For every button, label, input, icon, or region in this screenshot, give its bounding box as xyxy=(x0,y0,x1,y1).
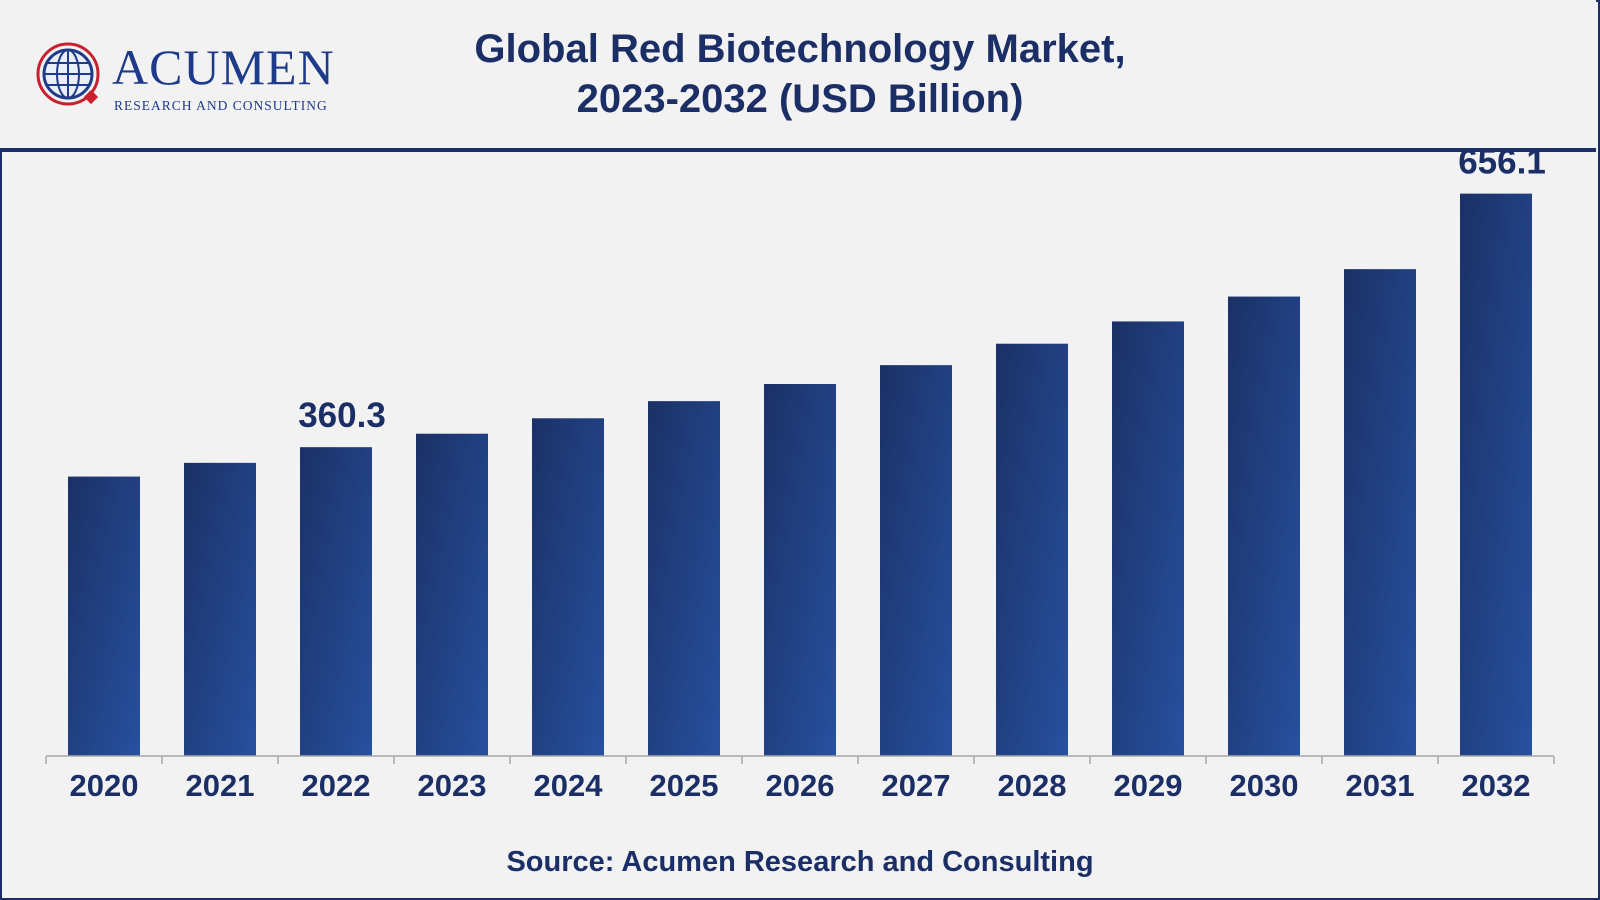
bar-2026 xyxy=(764,384,836,756)
x-tick-label-2024: 2024 xyxy=(534,768,604,803)
bar-2027 xyxy=(880,365,952,756)
source-note: Source: Acumen Research and Consulting xyxy=(506,846,1094,878)
x-tick-label-2027: 2027 xyxy=(882,768,951,803)
x-tick-label-2026: 2026 xyxy=(766,768,835,803)
header-divider xyxy=(0,148,1596,152)
data-label-2022: 360.3 xyxy=(298,396,386,435)
bar-2029 xyxy=(1112,321,1184,756)
x-tick-label-2029: 2029 xyxy=(1114,768,1183,803)
bar-2024 xyxy=(532,418,604,756)
bar-2022 xyxy=(300,447,372,756)
x-tick-label-2030: 2030 xyxy=(1230,768,1299,803)
bar-2023 xyxy=(416,433,488,756)
bar-2028 xyxy=(996,343,1068,756)
x-tick-label-2032: 2032 xyxy=(1462,768,1531,803)
x-tick-label-2022: 2022 xyxy=(302,768,371,803)
chart-title-line-1: Global Red Biotechnology Market, xyxy=(474,27,1126,71)
x-tick-label-2028: 2028 xyxy=(998,768,1067,803)
acumen-logo: ACUMEN RESEARCH AND CONSULTING xyxy=(30,36,360,116)
bars xyxy=(68,193,1532,757)
chart-title-line-2: 2023-2032 (USD Billion) xyxy=(576,77,1024,121)
logo-tagline: RESEARCH AND CONSULTING xyxy=(114,98,328,113)
globe-icon xyxy=(36,42,100,106)
bar-2025 xyxy=(648,401,720,756)
bar-2021 xyxy=(184,462,256,756)
x-tick-label-2031: 2031 xyxy=(1346,768,1415,803)
chart-title: Global Red Biotechnology Market, 2023-20… xyxy=(380,24,1220,124)
x-tick-label-2025: 2025 xyxy=(650,768,719,803)
bar-2020 xyxy=(68,476,140,756)
header: ACUMEN RESEARCH AND CONSULTING Global Re… xyxy=(0,0,1596,150)
data-labels: 360.3 656.1 xyxy=(298,143,1546,436)
x-tick-label-2020: 2020 xyxy=(70,768,139,803)
bar-2030 xyxy=(1228,296,1300,756)
bar-2032 xyxy=(1460,193,1532,757)
x-tick-label-2023: 2023 xyxy=(418,768,487,803)
data-label-2032: 656.1 xyxy=(1458,143,1546,182)
x-tick-label-2021: 2021 xyxy=(186,768,255,803)
logo-wordmark: ACUMEN xyxy=(112,39,335,95)
x-axis: 2020 2021 2022 2023 2024 2025 2026 2027 2028 2029… xyxy=(45,755,1555,803)
bar-2031 xyxy=(1344,269,1416,756)
